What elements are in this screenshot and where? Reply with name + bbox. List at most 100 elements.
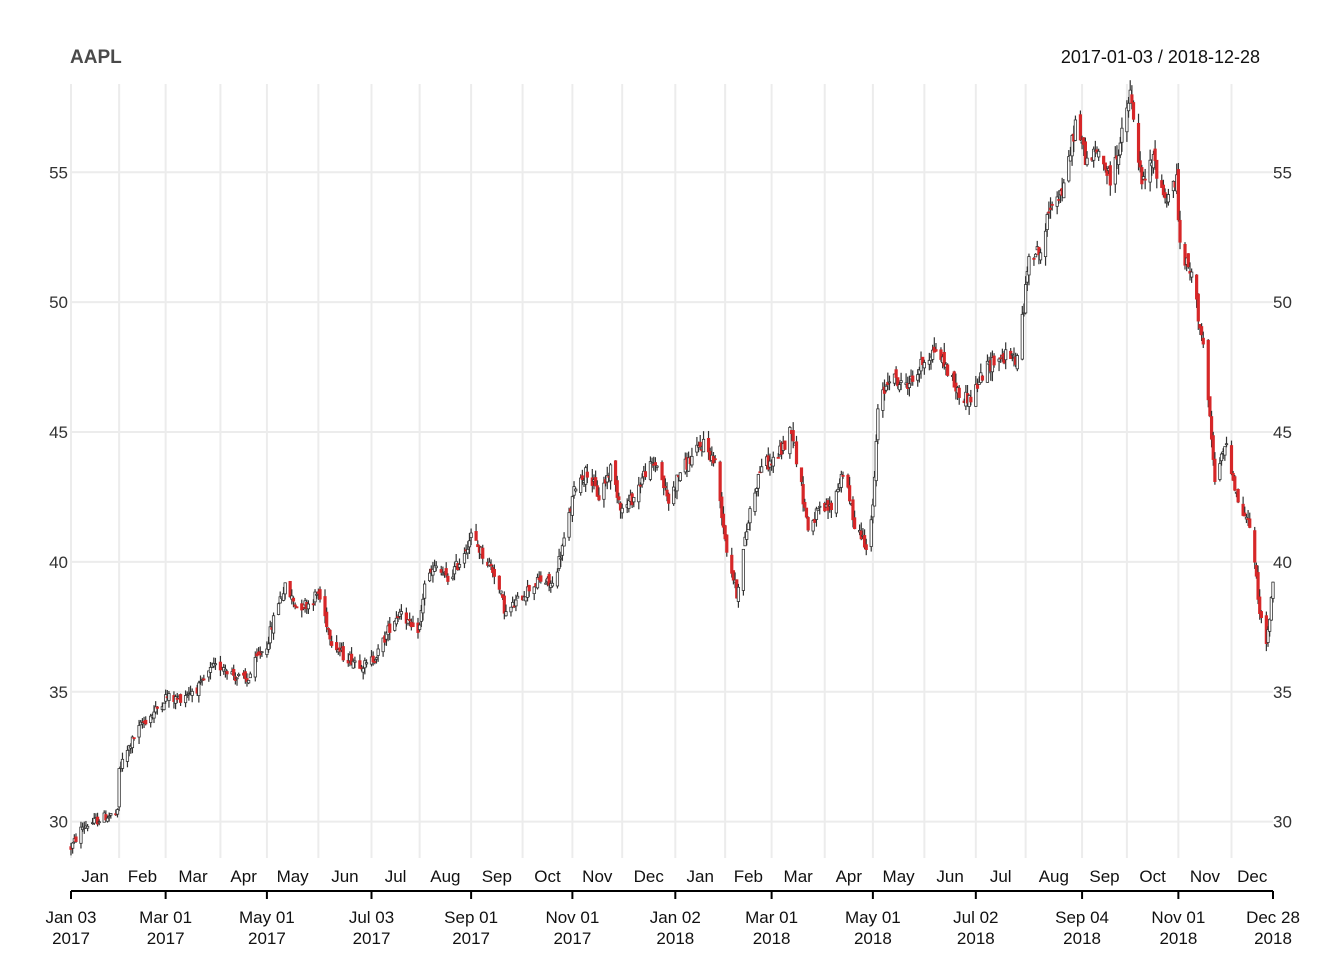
candle-body [574, 488, 578, 492]
candle-body [663, 486, 667, 488]
candle-body [957, 387, 961, 398]
x-major-label: May 01 [239, 908, 295, 927]
candle-body [1218, 463, 1222, 480]
candle-body [594, 477, 598, 487]
x-month-label: May [883, 867, 916, 886]
candle-body [753, 492, 757, 512]
candle-body [1126, 102, 1131, 112]
x-major-label: Dec 28 [1246, 908, 1300, 927]
candle-body [1078, 114, 1083, 141]
candle-body [152, 711, 156, 719]
candle-body [218, 661, 223, 671]
candle-body [1258, 596, 1262, 614]
candle-body [1155, 159, 1159, 179]
candle-body [1043, 230, 1048, 258]
candle-body [945, 364, 950, 376]
candle-body [92, 817, 96, 824]
candle-body [730, 554, 734, 574]
candle-body [109, 813, 113, 816]
candle-body [335, 642, 339, 651]
x-year-label: 2018 [753, 929, 791, 948]
candle-body [1209, 416, 1214, 440]
candle-body [237, 673, 241, 676]
candle-body [509, 606, 513, 613]
candle-body [550, 582, 555, 587]
x-major-label: Jan 02 [650, 908, 701, 927]
candle-body [1200, 326, 1204, 336]
candle-body [1116, 155, 1121, 166]
candle-body [992, 355, 996, 366]
candle-body [806, 516, 810, 531]
candle-body [175, 697, 179, 700]
candle-body [539, 575, 543, 582]
candle-body [934, 349, 938, 352]
x-year-label: 2018 [1159, 929, 1197, 948]
candle-body [223, 668, 228, 672]
x-month-label: Jan [81, 867, 108, 886]
candle-body [1178, 219, 1182, 243]
candle-body [411, 622, 415, 628]
candle-body [580, 475, 584, 480]
x-year-label: 2017 [553, 929, 591, 948]
candle-body [713, 458, 717, 461]
x-year-label: 2017 [452, 929, 490, 948]
candle-body [408, 619, 412, 621]
candle-body [281, 593, 286, 601]
candle-body [341, 646, 345, 661]
candle-body [1163, 192, 1167, 199]
candle-body [107, 815, 111, 818]
candle-body [311, 603, 315, 606]
candle-body [489, 563, 493, 567]
candle-body [1033, 253, 1038, 258]
candle-body [353, 660, 357, 663]
candle-body [467, 540, 472, 548]
candle-body [723, 525, 727, 540]
candle-body [570, 496, 574, 516]
candle-body [1050, 203, 1054, 206]
x-year-label: 2017 [52, 929, 90, 948]
candle-body [474, 531, 478, 541]
candle-body [1131, 102, 1136, 120]
candle-body [632, 496, 636, 503]
candle-body [388, 623, 392, 633]
candle-body [887, 381, 892, 384]
candle-body [288, 580, 292, 598]
candle-body [1130, 94, 1134, 104]
candle-body [922, 362, 926, 369]
candle-body [1067, 156, 1071, 182]
candle-body [1223, 446, 1227, 456]
candle-body [637, 484, 641, 503]
candle-body [361, 668, 365, 673]
candle-body [1125, 107, 1129, 133]
candle-body [1004, 349, 1008, 361]
candle-body [462, 553, 467, 564]
candle-body [804, 507, 809, 518]
candle-body [615, 480, 619, 498]
x-year-label: 2018 [854, 929, 892, 948]
candle-body [374, 657, 379, 660]
candle-body [1243, 512, 1247, 517]
candle-body [942, 351, 946, 367]
candle-body [799, 467, 804, 483]
x-month-label: Aug [1039, 867, 1069, 886]
x-month-label: Oct [534, 867, 561, 886]
candle-body [803, 502, 807, 508]
date-range-label: 2017-01-03 / 2018-12-28 [1061, 47, 1260, 67]
candle-body [876, 408, 880, 441]
x-major-label: Sep 01 [444, 908, 498, 927]
candle-body [532, 586, 536, 595]
candle-body [225, 671, 229, 675]
candle-body [295, 606, 299, 609]
x-year-label: 2018 [656, 929, 694, 948]
candle-body [841, 474, 845, 477]
candle-body [328, 629, 332, 640]
candle-body [452, 566, 457, 575]
y-tick-label-left: 35 [49, 683, 68, 702]
candle-body [198, 680, 203, 683]
candle-body [1153, 148, 1157, 161]
candle-body [567, 512, 571, 538]
candle-body [1103, 162, 1107, 170]
candle-body [1206, 339, 1210, 401]
candle-body [120, 758, 125, 769]
candle-body [748, 508, 752, 524]
